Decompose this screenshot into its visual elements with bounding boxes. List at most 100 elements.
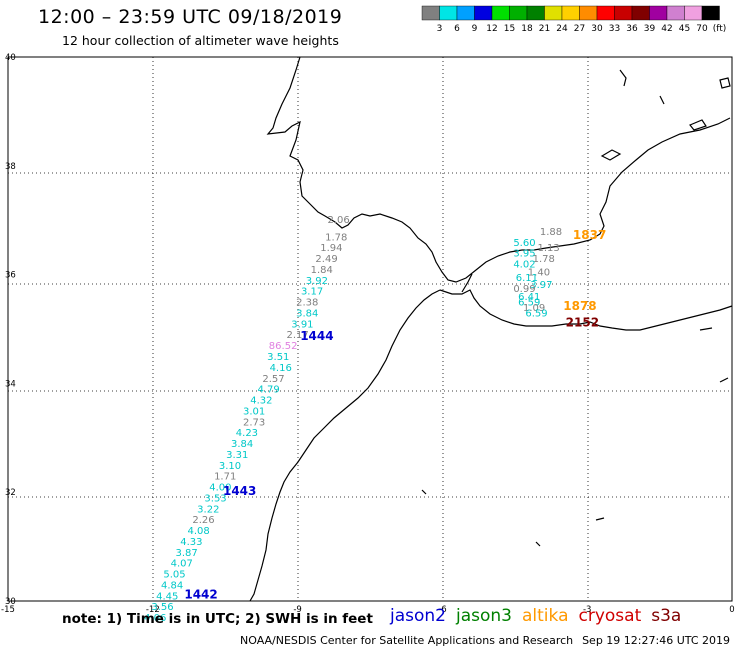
page-subtitle: 12 hour collection of altimeter wave hei… bbox=[62, 33, 339, 48]
color-scale-label: 6 bbox=[454, 24, 460, 34]
wave-height-value: 2.57 bbox=[262, 374, 284, 385]
coastline bbox=[249, 56, 733, 602]
wave-height-value: 6.11 bbox=[516, 273, 538, 284]
axis-labels: -15 -12 -9 -6 -3 0 40 38 36 34 32 30 bbox=[1, 53, 735, 615]
track-id-label: 1837 bbox=[573, 228, 606, 242]
wave-height-value: 2.38 bbox=[296, 298, 318, 309]
legend-item-jason2: jason2 bbox=[390, 606, 446, 626]
wave-height-value: 3.91 bbox=[291, 319, 313, 330]
wave-height-value: 3.84 bbox=[296, 308, 318, 319]
wave-height-value: 5.60 bbox=[513, 238, 535, 249]
credit-text: NOAA/NESDIS Center for Satellite Applica… bbox=[240, 634, 574, 647]
color-scale-label: 9 bbox=[472, 24, 478, 34]
wave-height-value: 3.17 bbox=[301, 287, 323, 298]
lon-tick-label: -15 bbox=[1, 605, 15, 615]
wave-height-value: 1.88 bbox=[540, 227, 562, 238]
wave-height-value: 4.23 bbox=[236, 428, 258, 439]
lon-tick-label: -6 bbox=[438, 605, 446, 615]
color-swatch bbox=[544, 5, 563, 21]
units-note: note: 1) Time is in UTC; 2) SWH is in fe… bbox=[62, 611, 373, 627]
legend-item-s3a: s3a bbox=[651, 606, 682, 626]
color-scale-label: 33 bbox=[609, 24, 620, 34]
wave-height-value: 4.32 bbox=[250, 396, 272, 407]
wave-height-value: 4.33 bbox=[180, 537, 202, 548]
lat-tick-label: 30 bbox=[5, 597, 16, 607]
color-scale-label: 45 bbox=[679, 24, 690, 34]
wave-height-value: 3.51 bbox=[267, 352, 289, 363]
wave-height-value: 3.97 bbox=[530, 280, 552, 291]
color-scale-label: 36 bbox=[626, 24, 638, 34]
wave-height-value: 3.87 bbox=[175, 548, 197, 559]
lat-tick-label: 34 bbox=[5, 379, 16, 389]
wave-height-labels: 2.061.781.942.491.843.923.172.383.843.91… bbox=[144, 215, 562, 624]
wave-height-value: 6.59 bbox=[525, 308, 547, 319]
lat-tick-label: 32 bbox=[5, 488, 16, 498]
color-swatch bbox=[526, 5, 545, 21]
color-swatch bbox=[456, 5, 475, 21]
wave-height-value: 2.06 bbox=[327, 215, 349, 226]
wave-height-value: 3.95 bbox=[513, 249, 535, 260]
color-swatch bbox=[631, 5, 650, 21]
wave-height-value: 6.41 bbox=[518, 292, 540, 303]
wave-height-value: 4.06 bbox=[144, 613, 166, 624]
lat-tick-label: 36 bbox=[5, 271, 16, 281]
wave-height-value: 4.00 bbox=[209, 483, 231, 494]
color-scale-label: 12 bbox=[486, 24, 497, 34]
lon-tick-label: -3 bbox=[583, 605, 591, 615]
wave-height-value: 2.26 bbox=[192, 515, 214, 526]
wave-height-value: 86.52 bbox=[269, 341, 298, 352]
lon-tick-label: 0 bbox=[729, 605, 734, 615]
satellite-legend: jason2 jason3 altika cryosat s3a bbox=[390, 606, 691, 626]
legend-item-jason3: jason3 bbox=[456, 606, 512, 626]
timestamp: Sep 19 12:27:46 UTC 2019 bbox=[582, 634, 730, 647]
color-scale-label: 27 bbox=[574, 24, 585, 34]
credit-line: NOAA/NESDIS Center for Satellite Applica… bbox=[240, 634, 730, 647]
wave-height-value: 3.56 bbox=[151, 602, 173, 613]
color-swatch bbox=[596, 5, 615, 21]
wave-height-value: 1.84 bbox=[311, 265, 333, 276]
wave-height-value: 1.78 bbox=[533, 254, 555, 265]
wave-height-value: 4.45 bbox=[156, 591, 178, 602]
track-id-label: 1444 bbox=[300, 329, 333, 343]
wave-height-value: 3.22 bbox=[197, 504, 219, 515]
wave-height-value: 4.02 bbox=[513, 260, 535, 271]
wave-height-value: 1.94 bbox=[320, 243, 342, 254]
color-scale-label: 21 bbox=[539, 24, 550, 34]
color-swatch bbox=[701, 5, 720, 21]
wave-height-value: 3.01 bbox=[243, 406, 265, 417]
lat-tick-label: 40 bbox=[5, 53, 16, 63]
lon-tick-label: -9 bbox=[293, 605, 301, 615]
wave-height-value: 2.73 bbox=[243, 417, 265, 428]
wave-height-value: 0.99 bbox=[513, 284, 535, 295]
wave-height-value: 1.09 bbox=[523, 303, 545, 314]
wave-height-value: 1.13 bbox=[537, 243, 559, 254]
lat-lon-grid bbox=[8, 57, 732, 601]
color-swatch bbox=[474, 5, 493, 21]
color-swatch bbox=[509, 5, 528, 21]
color-scale-label: 24 bbox=[556, 24, 568, 34]
map-frame bbox=[7, 56, 733, 602]
lat-tick-label: 38 bbox=[5, 162, 16, 172]
color-swatch bbox=[561, 5, 580, 21]
wave-height-value: 2.17 bbox=[286, 330, 308, 341]
color-scale-label: (ft) bbox=[713, 24, 727, 34]
wave-height-value: 4.79 bbox=[258, 385, 280, 396]
wave-height-value: 3.10 bbox=[219, 461, 241, 472]
color-swatch bbox=[666, 5, 685, 21]
wave-height-value: 1.40 bbox=[528, 268, 550, 279]
track-id-label: 1443 bbox=[223, 484, 256, 498]
color-scale-label: 70 bbox=[696, 24, 708, 34]
page-title: 12:00 – 23:59 UTC 09/18/2019 bbox=[38, 6, 343, 28]
wave-height-value: 1.78 bbox=[325, 232, 347, 243]
track-id-label: 1878 bbox=[563, 299, 596, 313]
color-swatch bbox=[614, 5, 633, 21]
wave-height-value: 4.07 bbox=[171, 559, 193, 570]
wave-height-value: 3.31 bbox=[226, 450, 248, 461]
wave-height-value: 4.16 bbox=[270, 363, 292, 374]
color-scale-label: 42 bbox=[661, 24, 672, 34]
color-swatch bbox=[439, 5, 458, 21]
color-swatch bbox=[421, 5, 440, 21]
wave-height-value: 3.84 bbox=[231, 439, 253, 450]
track-id-label: 2152 bbox=[566, 315, 599, 329]
